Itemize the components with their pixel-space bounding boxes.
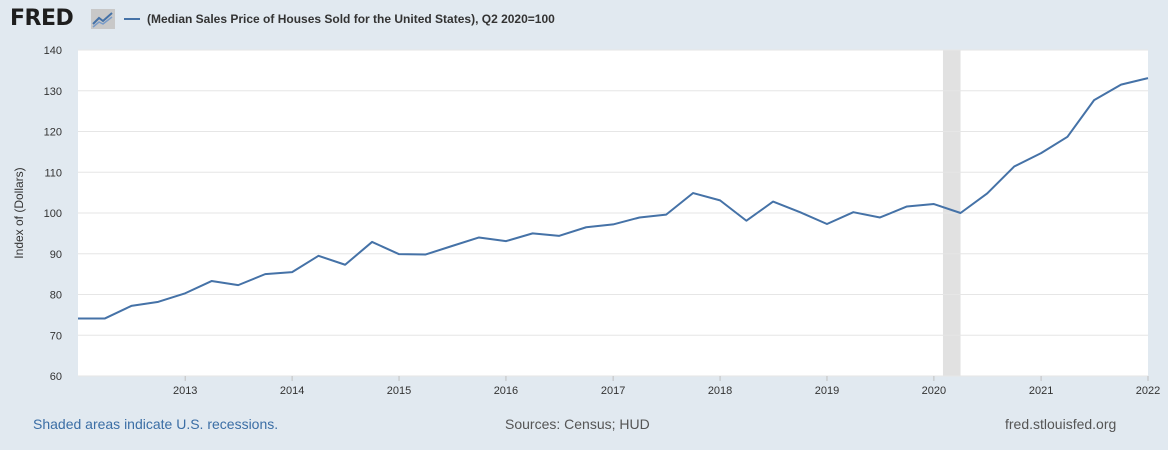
legend-label: (Median Sales Price of Houses Sold for t… [147, 12, 555, 26]
x-tick-label-2015: 2015 [387, 385, 411, 397]
data-point[interactable] [342, 262, 348, 268]
data-point[interactable] [102, 316, 108, 322]
data-point[interactable] [1011, 164, 1017, 170]
legend[interactable]: (Median Sales Price of Houses Sold for t… [124, 12, 555, 26]
x-tick-label-2013: 2013 [173, 385, 197, 397]
data-point[interactable] [824, 221, 830, 227]
x-axis-ticks: 2013 2014 2015 2016 2017 2018 2019 2020 2021 2022 [173, 376, 1160, 397]
data-point[interactable] [797, 209, 803, 215]
x-tick-label-2017: 2017 [601, 385, 625, 397]
y-tick-label-80: 80 [50, 290, 62, 302]
data-point[interactable] [717, 197, 723, 203]
x-tick-label-2016: 2016 [494, 385, 518, 397]
data-point[interactable] [583, 224, 589, 230]
data-point[interactable] [1118, 82, 1124, 88]
x-tick-label-2022: 2022 [1136, 385, 1160, 397]
data-point[interactable] [637, 214, 643, 220]
y-tick-label-110: 110 [44, 167, 62, 179]
y-tick-label-130: 130 [44, 86, 62, 98]
data-point[interactable] [503, 238, 509, 244]
line-chart: 60 70 80 90 100 110 120 130 140 2013 2014 2015 2016… [12, 45, 1160, 397]
data-point[interactable] [530, 230, 536, 236]
data-point[interactable] [209, 278, 215, 284]
data-point[interactable] [958, 210, 964, 216]
data-point[interactable] [128, 303, 134, 309]
data-point[interactable] [904, 203, 910, 209]
recession-note: Shaded areas indicate U.S. recessions. [33, 416, 279, 432]
data-point[interactable] [422, 252, 428, 258]
y-tick-label-90: 90 [50, 249, 62, 261]
data-point[interactable] [1091, 97, 1097, 103]
y-tick-label-70: 70 [50, 330, 62, 342]
data-point[interactable] [182, 290, 188, 296]
data-point[interactable] [690, 190, 696, 196]
line-chart-icon [91, 9, 115, 29]
data-point[interactable] [1145, 75, 1151, 81]
data-point[interactable] [449, 243, 455, 249]
y-axis-title: Index of (Dollars) [12, 167, 26, 258]
chart-header: FRED (Median Sales Price of Houses Sold … [0, 0, 1168, 44]
data-point[interactable] [262, 271, 268, 277]
y-axis-ticks: 60 70 80 90 100 110 120 130 140 [44, 45, 62, 383]
x-tick-label-2020: 2020 [922, 385, 946, 397]
data-point[interactable] [1038, 150, 1044, 156]
data-point[interactable] [1064, 134, 1070, 140]
x-tick-label-2018: 2018 [708, 385, 732, 397]
y-tick-label-140: 140 [44, 45, 62, 57]
site-link[interactable]: fred.stlouisfed.org [1005, 416, 1117, 432]
data-point[interactable] [75, 316, 81, 322]
data-point[interactable] [931, 201, 937, 207]
data-point[interactable] [743, 218, 749, 224]
data-point[interactable] [396, 251, 402, 257]
data-point[interactable] [476, 234, 482, 240]
sources-text: Sources: Census; HUD [505, 416, 650, 432]
data-point[interactable] [850, 209, 856, 215]
data-point[interactable] [155, 299, 161, 305]
x-tick-label-2021: 2021 [1029, 385, 1053, 397]
x-tick-label-2019: 2019 [815, 385, 839, 397]
data-point[interactable] [556, 233, 562, 239]
data-point[interactable] [315, 253, 321, 259]
series-line-0[interactable] [78, 77, 1149, 320]
data-point[interactable] [289, 269, 295, 275]
data-point[interactable] [610, 221, 616, 227]
legend-swatch [124, 18, 140, 20]
y-tick-label-120: 120 [44, 127, 62, 139]
fred-logo[interactable]: FRED [10, 6, 74, 31]
data-point[interactable] [663, 212, 669, 218]
y-tick-label-100: 100 [44, 208, 62, 220]
data-point[interactable] [984, 190, 990, 196]
data-point[interactable] [877, 214, 883, 220]
y-tick-label-60: 60 [50, 371, 62, 383]
series-lines [75, 75, 1151, 322]
data-point[interactable] [235, 282, 241, 288]
data-point[interactable] [369, 239, 375, 245]
data-point[interactable] [770, 199, 776, 205]
x-tick-label-2014: 2014 [280, 385, 304, 397]
